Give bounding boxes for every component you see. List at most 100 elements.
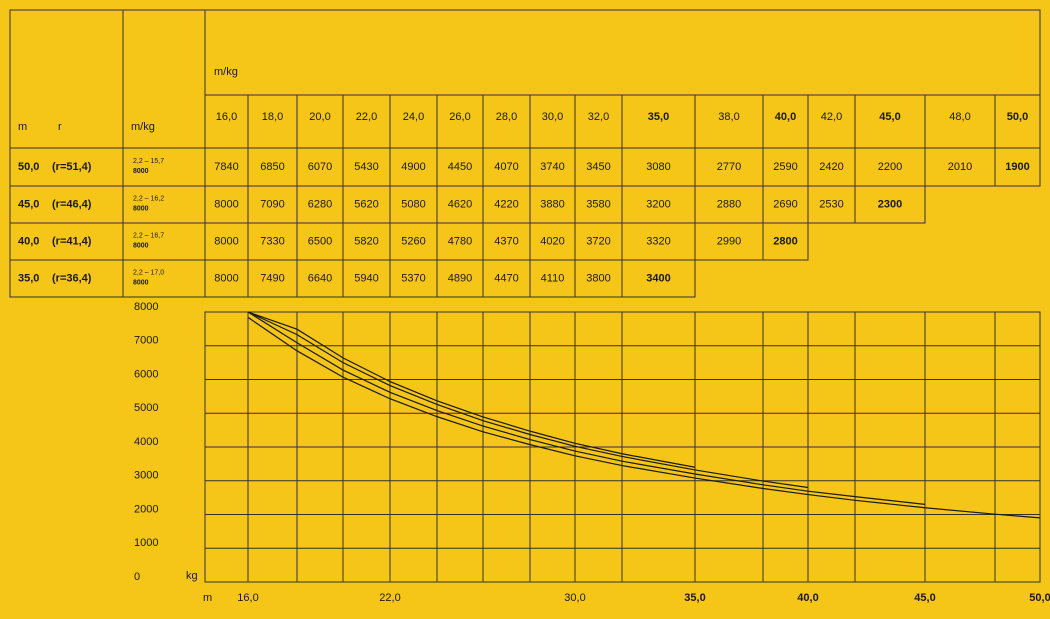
boom-length: 35,0 [18, 272, 39, 284]
max-load: 8000 [133, 168, 149, 175]
boom-length: 40,0 [18, 235, 39, 247]
y-tick-label: 5000 [134, 402, 158, 414]
load: 4370 [494, 235, 518, 247]
load: 3740 [540, 161, 564, 173]
load: 3580 [586, 198, 610, 210]
max-load: 8000 [133, 205, 149, 212]
column-header: 22,0 [356, 111, 377, 123]
x-tick-label: 30,0 [564, 592, 585, 604]
load: 2590 [773, 161, 797, 173]
range: 2,2 – 16,2 [133, 195, 164, 202]
load: 4780 [448, 235, 472, 247]
column-header: 40,0 [775, 111, 796, 123]
x-tick-label: 22,0 [379, 592, 400, 604]
y-tick-label: 6000 [134, 368, 158, 380]
load: 2300 [878, 198, 902, 210]
max-load: 8000 [133, 279, 149, 286]
y-tick-label: 0 [134, 571, 140, 583]
x-tick-label: 40,0 [797, 592, 818, 604]
boom-radius: (r=36,4) [52, 272, 92, 284]
load: 1900 [1005, 161, 1029, 173]
load: 4890 [448, 272, 472, 284]
load-cell [854, 185, 926, 224]
x-tick-label: 35,0 [684, 592, 705, 604]
range: 2,2 – 15,7 [133, 158, 164, 165]
x-tick-label: 16,0 [237, 592, 258, 604]
load-cell [621, 259, 696, 298]
load: 4620 [448, 198, 472, 210]
header-length: m [18, 121, 27, 133]
load-cell [762, 222, 809, 261]
column-header: 20,0 [309, 111, 330, 123]
column-header: 28,0 [496, 111, 517, 123]
load: 6500 [308, 235, 332, 247]
boom-radius: (r=46,4) [52, 198, 92, 210]
load: 3400 [646, 272, 670, 284]
load: 3800 [586, 272, 610, 284]
load: 8000 [214, 235, 238, 247]
column-header: 32,0 [588, 111, 609, 123]
load: 4450 [448, 161, 472, 173]
range: 2,2 – 16,7 [133, 232, 164, 239]
load: 4470 [494, 272, 518, 284]
load-curve [247, 316, 1041, 519]
load: 3720 [586, 235, 610, 247]
load: 7490 [260, 272, 284, 284]
load: 6640 [308, 272, 332, 284]
column-header: 45,0 [879, 111, 900, 123]
boom-length: 45,0 [18, 198, 39, 210]
range: 2,2 – 17,0 [133, 269, 164, 276]
x-tick-label: 50,0 [1029, 592, 1050, 604]
load: 7330 [260, 235, 284, 247]
load: 4070 [494, 161, 518, 173]
load: 6850 [260, 161, 284, 173]
column-header: 26,0 [449, 111, 470, 123]
load: 2990 [717, 235, 741, 247]
load: 6070 [308, 161, 332, 173]
load-curve [247, 311, 809, 489]
load: 2010 [948, 161, 972, 173]
load: 2800 [773, 235, 797, 247]
column-header: 38,0 [718, 111, 739, 123]
load: 2530 [819, 198, 843, 210]
load: 7090 [260, 198, 284, 210]
column-header: 48,0 [949, 111, 970, 123]
load: 2770 [717, 161, 741, 173]
load-curve [247, 311, 926, 505]
header-unit: m/kg [214, 66, 238, 78]
load: 5080 [401, 198, 425, 210]
load: 2880 [717, 198, 741, 210]
header-radius: r [58, 121, 62, 133]
load: 2690 [773, 198, 797, 210]
load: 3450 [586, 161, 610, 173]
load: 4110 [541, 272, 565, 284]
load: 5820 [354, 235, 378, 247]
max-load: 8000 [133, 242, 149, 249]
load: 5620 [354, 198, 378, 210]
load: 8000 [214, 272, 238, 284]
column-header: 50,0 [1007, 111, 1028, 123]
load: 7840 [214, 161, 238, 173]
load: 8000 [214, 198, 238, 210]
load-cell [994, 147, 1041, 187]
y-tick-label: 3000 [134, 470, 158, 482]
load: 5370 [401, 272, 425, 284]
y-tick-label: 2000 [134, 503, 158, 515]
column-header: 42,0 [821, 111, 842, 123]
column-header: 35,0 [648, 111, 669, 123]
boom-radius: (r=51,4) [52, 161, 92, 173]
y-axis-label: kg [186, 570, 198, 582]
x-tick-label: 45,0 [914, 592, 935, 604]
load: 5260 [401, 235, 425, 247]
column-header: 24,0 [403, 111, 424, 123]
y-tick-label: 8000 [134, 301, 158, 313]
y-tick-label: 7000 [134, 335, 158, 347]
y-tick-label: 1000 [134, 537, 158, 549]
column-header: 16,0 [216, 111, 237, 123]
header-range-unit: m/kg [131, 121, 155, 133]
load: 3080 [646, 161, 670, 173]
load: 4020 [540, 235, 564, 247]
load: 4220 [494, 198, 518, 210]
y-tick-label: 4000 [134, 436, 158, 448]
